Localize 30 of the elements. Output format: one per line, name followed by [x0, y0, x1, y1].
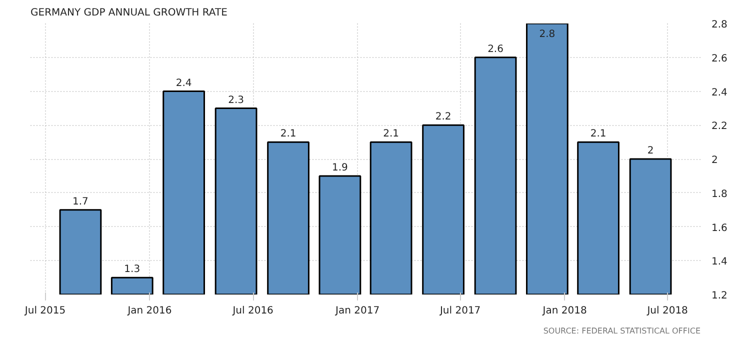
data-label: 2.4: [176, 78, 192, 89]
data-label: 2.1: [590, 128, 606, 140]
y-tick-label: 1.2: [712, 290, 728, 302]
data-label: 1.3: [124, 264, 140, 276]
y-tick-label: 2.8: [712, 20, 728, 30]
x-tick-label: Jan 2017: [334, 306, 380, 316]
data-label: 2.1: [280, 128, 296, 140]
data-label: 2.8: [539, 28, 556, 40]
x-tick-label: Jul 2016: [232, 306, 274, 316]
data-label: 2.2: [435, 112, 452, 123]
y-tick-label: 2.4: [712, 87, 728, 98]
x-tick-label: Jan 2018: [542, 306, 587, 316]
x-tick-label: Jul 2018: [646, 306, 688, 316]
x-tick-label: Jan 2016: [126, 306, 172, 316]
y-tick-label: 1.6: [712, 222, 728, 234]
chart-title: GERMANY GDP ANNUAL GROWTH RATE: [30, 8, 228, 18]
x-tick-label: Jul 2017: [438, 306, 481, 316]
data-label: 2: [647, 146, 654, 157]
data-label: 2.6: [488, 44, 504, 55]
y-tick-label: 1.4: [712, 256, 728, 268]
data-label: 1.9: [332, 162, 348, 174]
y-tick-label: 2.6: [712, 53, 728, 64]
data-label: 2.3: [228, 94, 244, 106]
y-tick-label: 2.2: [712, 121, 728, 132]
y-tick-label: 1.8: [712, 188, 728, 200]
x-tick-label: Jul 2015: [24, 306, 66, 316]
data-label: 2.1: [383, 128, 400, 140]
data-label: 1.7: [72, 196, 88, 208]
y-tick-label: 2: [712, 155, 718, 166]
source-note: SOURCE: FEDERAL STATISTICAL OFFICE: [543, 326, 700, 336]
